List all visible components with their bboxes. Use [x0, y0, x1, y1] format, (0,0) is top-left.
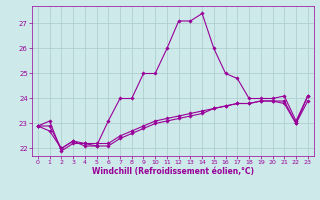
X-axis label: Windchill (Refroidissement éolien,°C): Windchill (Refroidissement éolien,°C): [92, 167, 254, 176]
